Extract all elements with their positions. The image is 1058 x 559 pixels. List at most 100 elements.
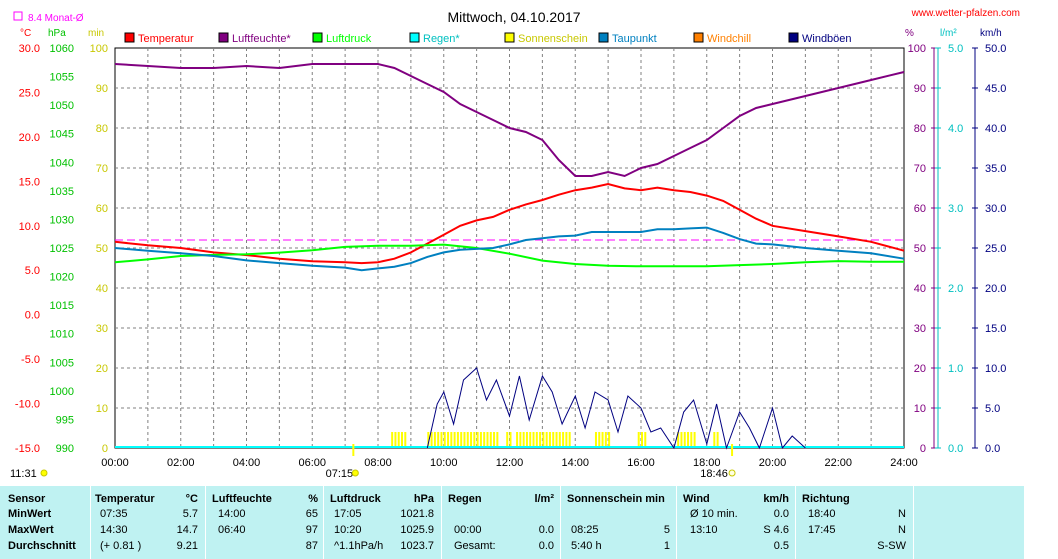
humidity-tick-label: 50 (914, 243, 926, 255)
rain-tick-label: 3.0 (948, 203, 963, 215)
sunshine-bar (594, 432, 597, 448)
stats-table: Sensor Temperatur °C Luftfeuchte% Luftdruck h… (0, 486, 1024, 559)
pressure-tick-label: 1060 (50, 43, 74, 55)
stats-hum-value: 87 (305, 540, 318, 552)
x-tick-label: 12:00 (496, 457, 524, 469)
sunshine-bar (453, 432, 456, 448)
stats-header-rain: Regen (448, 493, 482, 505)
temp-tick-label: -5.0 (21, 354, 40, 366)
pressure-tick-label: 1020 (50, 272, 74, 284)
x-tick-label: 02:00 (167, 457, 195, 469)
sunshine-bar (440, 432, 443, 448)
sunshine-bar (644, 432, 647, 448)
wind-unit-label: km/h (980, 28, 1002, 39)
stats-sun-time: 08:25 (571, 524, 599, 536)
series-lines (114, 63, 905, 450)
x-tick-label: 00:00 (101, 457, 129, 469)
x-tick-label: 20:00 (759, 457, 787, 469)
humidity-tick-label: 80 (914, 123, 926, 135)
sunshine-bar (690, 432, 693, 448)
temp-tick-label: -10.0 (15, 399, 40, 411)
pressure-tick-label: 1030 (50, 214, 74, 226)
sunshine-bar (437, 432, 440, 448)
legend-swatch (409, 32, 420, 43)
sunshine-bar (486, 432, 489, 448)
sunshine-bar (493, 432, 496, 448)
legend-label: Windchill (707, 33, 751, 45)
weather-chart: 30.0 25.0 20.0 15.0 10.0 5.0 0.0 -5.0 -10.0 -15.0… (10, 8, 1020, 480)
sunshine-bar (427, 432, 430, 448)
sunshine-bar (483, 432, 486, 448)
sunshine-bar (608, 432, 611, 448)
sunshine-bar (555, 432, 558, 448)
stats-divider (913, 486, 914, 559)
x-tick-label: 08:00 (364, 457, 392, 469)
humidity-tick-label: 0 (920, 443, 926, 455)
sunshine-bar (565, 432, 568, 448)
sunshine-bar (641, 432, 643, 448)
stats-press-value: 1023.7 (400, 540, 434, 552)
humidity-tick-label: 30 (914, 323, 926, 335)
legend-swatch (598, 32, 609, 43)
sun-tick-label: 30 (96, 323, 108, 335)
sun-unit-label: min (88, 28, 104, 39)
moon-icon (40, 469, 48, 477)
rain-tick-label: 0.0 (948, 443, 963, 455)
series-line-luftfeuchte (114, 63, 905, 178)
monat-checkbox-icon[interactable] (13, 11, 23, 21)
pressure-tick-label: 995 (56, 414, 74, 426)
stats-divider (676, 486, 677, 559)
stats-press-time: 17:05 (334, 508, 362, 520)
wind-tick-label: 20.0 (985, 283, 1006, 295)
sunshine-bar (532, 432, 535, 448)
legend-label: Regen* (423, 33, 460, 45)
wind-tick-label: 40.0 (985, 123, 1006, 135)
sun-tick-label: 40 (96, 283, 108, 295)
sunshine-bar (677, 432, 680, 448)
sunshine-bar (529, 432, 532, 448)
sunshine-bar (433, 432, 436, 448)
sunshine-bar (568, 432, 571, 448)
sunshine-bar (525, 432, 528, 448)
stats-rain-value: 0.0 (538, 540, 554, 552)
sunshine-bar (430, 432, 433, 448)
wind-tick-label: 0.0 (985, 443, 1000, 455)
stats-rain-time: Gesamt: (454, 540, 496, 552)
x-tick-label: 24:00 (890, 457, 918, 469)
sunshine-bar (598, 432, 601, 448)
pressure-tick-label: 1045 (50, 129, 74, 141)
stats-hum-time: 14:00 (218, 508, 246, 520)
pressure-tick-label: 1050 (50, 100, 74, 112)
humidity-tick-label: 10 (914, 403, 926, 415)
pressure-tick-label: 1015 (50, 300, 74, 312)
stats-divider (560, 486, 561, 559)
temp-tick-label: 0.0 (25, 310, 40, 322)
sunshine-bar (509, 432, 512, 448)
legend: Temperatur Luftfeuchte* Luftdruck Regen* Son… (124, 32, 852, 45)
axes: 30.0 25.0 20.0 15.0 10.0 5.0 0.0 -5.0 -10.0 -15.0… (15, 43, 1007, 469)
website-label[interactable]: www.wetter-pfalzen.com (911, 8, 1020, 19)
stats-row-label: MaxWert (8, 524, 54, 536)
sunshine-bar (558, 432, 561, 448)
x-tick-label: 10:00 (430, 457, 458, 469)
stats-wind-value: S 4.6 (763, 524, 789, 536)
sunshine-bar (479, 432, 482, 448)
series-line-taupunkt (114, 226, 905, 272)
pressure-tick-label: 1055 (50, 72, 74, 84)
sunshine-bar (516, 432, 519, 448)
sunshine-bar (404, 432, 407, 448)
legend-label: Taupunkt (612, 33, 657, 45)
legend-label: Windböen (802, 33, 852, 45)
stats-wind-time: 13:10 (690, 524, 718, 536)
humidity-tick-label: 40 (914, 283, 926, 295)
stats-press-value: 1025.9 (400, 524, 434, 536)
legend-swatch (124, 32, 135, 43)
sunshine-bar (466, 432, 469, 448)
sunshine-bar (460, 432, 463, 448)
stats-temp-time: 14:30 (100, 524, 128, 536)
stats-sun-value: 1 (663, 540, 670, 552)
sun-tick-label: 50 (96, 243, 108, 255)
sun-tick-label: 80 (96, 123, 108, 135)
stats-temp-time: 07:35 (100, 508, 128, 520)
rain-tick-label: 1.0 (948, 363, 963, 375)
